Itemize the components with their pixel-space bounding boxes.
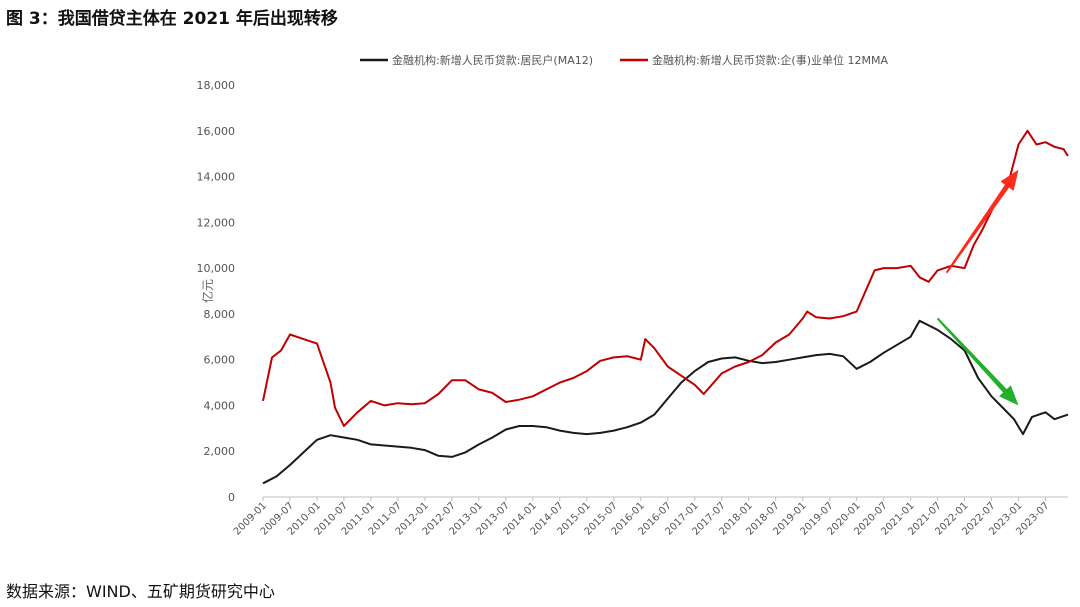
y-tick-label: 2,000 xyxy=(204,445,236,458)
y-tick-label: 0 xyxy=(228,491,235,504)
y-tick-label: 6,000 xyxy=(204,354,236,367)
legend-label-1: 金融机构:新增人民币贷款:企(事)业单位 12MMA xyxy=(652,53,888,67)
legend-label-0: 金融机构:新增人民币贷款:居民户(MA12) xyxy=(392,53,593,67)
y-tick-label: 4,000 xyxy=(204,399,236,412)
y-tick-label: 12,000 xyxy=(197,216,236,229)
x-axis: 2009-012009-072010-012010-072011-012011-… xyxy=(232,496,1068,538)
legend: 金融机构:新增人民币贷款:居民户(MA12) 金融机构:新增人民币贷款:企(事)业… xyxy=(360,53,888,67)
y-tick-label: 14,000 xyxy=(197,171,236,184)
trend-arrow-1 xyxy=(936,317,1019,406)
series-line-1 xyxy=(262,129,1069,427)
y-axis-label: 亿元 xyxy=(200,279,215,303)
trend-arrow-0 xyxy=(945,169,1019,274)
series-layer xyxy=(262,129,1069,485)
y-tick-label: 10,000 xyxy=(197,262,236,275)
figure-source: 数据来源：WIND、五矿期货研究中心 xyxy=(6,582,275,601)
figure-title: 图 3：我国借贷主体在 2021 年后出现转移 xyxy=(6,9,338,29)
y-tick-label: 8,000 xyxy=(204,308,236,321)
y-axis: 0 2,000 4,000 6,000 8,000 10,000 12,000 14,000 1… xyxy=(197,79,236,504)
annotation-layer xyxy=(936,169,1019,406)
y-tick-label: 18,000 xyxy=(197,79,236,92)
series-line-0 xyxy=(262,319,1069,485)
y-tick-label: 16,000 xyxy=(197,125,236,138)
